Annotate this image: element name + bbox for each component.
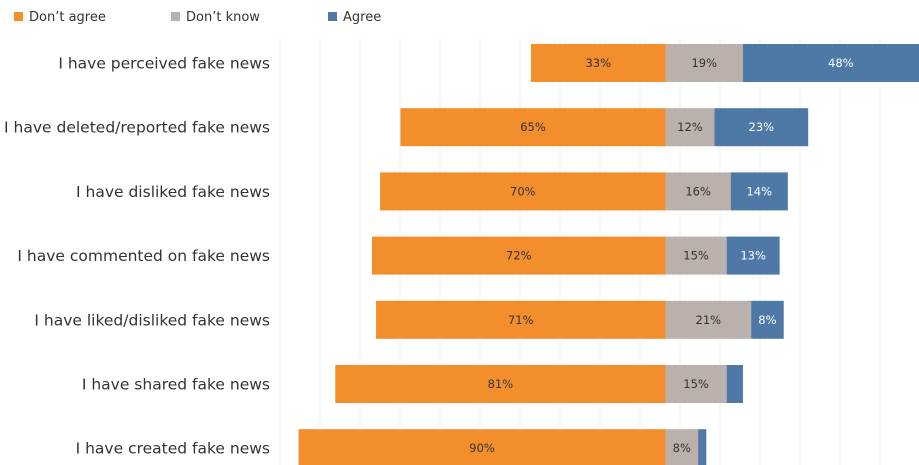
category-label: I have disliked fake news	[76, 183, 270, 201]
legend-label-0: Don’t agree	[29, 10, 106, 25]
category-labels: I have perceived fake news I have deleted…	[4, 55, 270, 458]
value-label: 8%	[758, 313, 776, 327]
bar-dont-agree	[376, 300, 666, 339]
bar-dont-know	[665, 300, 752, 339]
bar-dont-know	[665, 172, 731, 211]
value-label: 13%	[740, 249, 766, 263]
bar-dont-agree	[371, 236, 666, 275]
value-label: 70%	[510, 184, 536, 198]
category-label: I have perceived fake news	[58, 55, 270, 73]
bar-agree	[742, 44, 919, 82]
value-label: 71%	[508, 313, 534, 327]
category-label: I have created fake news	[76, 440, 270, 458]
bar-dont-agree	[335, 365, 666, 403]
category-label: I have commented on fake news	[17, 247, 270, 265]
legend-label-2: Agree	[343, 10, 381, 25]
value-label: 15%	[683, 377, 709, 391]
category-label: I have deleted/reported fake news	[4, 119, 270, 137]
bars: 33% 19% 48% 65% 12% 23% 70% 16% 14% 72% 15% 13% 71% 2…	[298, 44, 919, 465]
bar-agree	[698, 429, 707, 465]
bar-dont-agree	[380, 172, 666, 211]
legend: Don’t agree Don’t know Agree	[14, 10, 381, 25]
bar-agree	[730, 172, 788, 211]
value-label: 48%	[828, 56, 854, 70]
bar-dont-agree	[298, 429, 666, 465]
legend-swatch-0	[14, 12, 23, 21]
legend-label-1: Don’t know	[186, 10, 260, 25]
category-label: I have shared fake news	[82, 376, 270, 394]
value-label: 65%	[520, 120, 546, 134]
bar-dont-know	[665, 365, 727, 403]
value-label: 81%	[488, 377, 514, 391]
bar-agree	[714, 108, 809, 147]
category-label: I have liked/disliked fake news	[34, 311, 270, 329]
value-label: 15%	[683, 249, 709, 263]
value-label: 23%	[749, 120, 775, 134]
bar-agree	[726, 236, 780, 275]
bar-dont-agree	[400, 108, 666, 147]
bar-dont-know	[665, 236, 727, 275]
bar-agree	[751, 300, 784, 339]
value-label: 8%	[673, 441, 691, 455]
value-label: 90%	[469, 441, 495, 455]
value-label: 12%	[677, 120, 703, 134]
legend-swatch-2	[328, 12, 337, 21]
value-label: 14%	[746, 184, 772, 198]
bar-agree	[726, 365, 743, 403]
bar-dont-know	[665, 44, 743, 82]
bar-dont-agree	[530, 44, 666, 82]
value-label: 16%	[685, 184, 711, 198]
value-label: 72%	[506, 249, 532, 263]
value-label: 19%	[691, 56, 717, 70]
value-label: 21%	[696, 313, 722, 327]
value-label: 33%	[585, 56, 611, 70]
bar-dont-know	[665, 429, 699, 465]
bar-dont-know	[665, 108, 715, 147]
legend-swatch-1	[171, 12, 180, 21]
